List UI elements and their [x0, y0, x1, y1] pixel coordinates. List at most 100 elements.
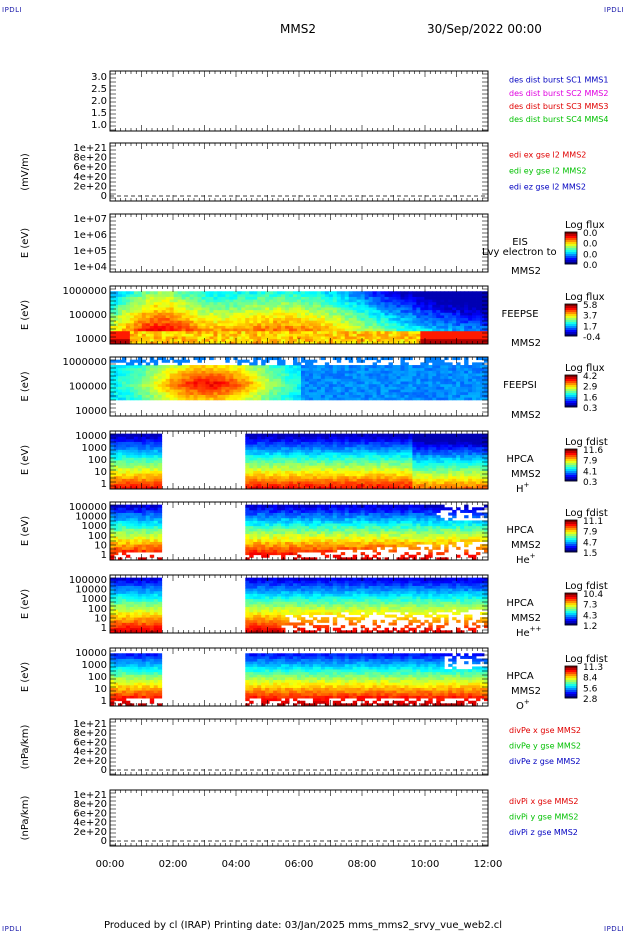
spectrogram-cell	[253, 475, 258, 479]
spectrogram-cell	[153, 449, 159, 453]
spectrogram-cell	[121, 462, 127, 466]
spectrogram-cell	[269, 386, 274, 390]
spectrogram-cell	[201, 322, 206, 326]
spectrogram-cell	[157, 452, 163, 456]
spectrogram-cell	[452, 291, 457, 295]
spectrogram-cell	[396, 386, 401, 390]
spectrogram-cell	[400, 336, 405, 340]
spectrogram-cell	[456, 367, 461, 371]
spectrogram-cell	[293, 333, 298, 337]
spectrogram-cell	[257, 457, 262, 461]
spectrogram-cell	[293, 341, 298, 345]
spectrogram-cell	[277, 391, 282, 395]
spectrogram-cell	[424, 309, 429, 313]
spectrogram-cell	[117, 309, 123, 313]
spectrogram-cell	[137, 386, 143, 390]
spectrogram-cell	[404, 367, 409, 371]
spectrogram-cell	[249, 478, 254, 482]
spectrogram-cell	[277, 365, 282, 369]
spectrogram-cell	[273, 470, 278, 474]
spectrogram-cell	[336, 309, 342, 313]
spectrogram-cell	[201, 373, 206, 377]
spectrogram-cell	[121, 320, 127, 324]
spectrogram-cell	[436, 341, 441, 345]
spectrogram-cell	[380, 338, 385, 342]
spectrogram-cell	[336, 325, 342, 329]
spectrogram-cell	[137, 478, 143, 482]
spectrogram-cell	[316, 391, 322, 395]
spectrogram-cell	[360, 381, 366, 385]
spectrogram-cell	[328, 465, 334, 469]
spectrogram-cell	[257, 338, 262, 342]
colorbar-swatch	[565, 381, 577, 384]
spectrogram-cell	[293, 486, 298, 490]
spectrogram-cell	[476, 333, 481, 337]
spectrogram-cell	[344, 367, 350, 371]
spectrogram-cell	[336, 322, 342, 326]
spectrogram-cell	[304, 338, 310, 342]
spectrogram-cell	[165, 397, 171, 401]
spectrogram-cell	[468, 386, 473, 390]
spectrogram-cell	[400, 381, 405, 385]
spectrogram-cell	[277, 341, 282, 345]
spectrogram-cell	[404, 333, 409, 337]
spectrogram-cell	[476, 315, 481, 319]
spectrogram-cell	[125, 325, 131, 329]
spectrogram-cell	[213, 307, 218, 311]
spectrogram-cell	[300, 473, 306, 477]
spectrogram-cell	[273, 397, 278, 401]
spectrogram-cell	[249, 301, 254, 305]
y-axis-label: E (eV)	[20, 371, 31, 401]
spectrogram-cell	[281, 296, 286, 300]
spectrogram-cell	[117, 320, 123, 324]
spectrogram-cell	[356, 336, 362, 340]
spectrogram-cell	[348, 370, 354, 374]
spectrogram-cell	[297, 367, 302, 371]
spectrogram-cell	[269, 381, 274, 385]
spectrogram-cell	[157, 433, 163, 437]
spectrogram-cell	[110, 341, 115, 345]
spectrogram-cell	[356, 373, 362, 377]
spectrogram-cell	[141, 389, 147, 393]
spectrogram-cell	[129, 444, 135, 448]
spectrogram-cell	[452, 391, 457, 395]
spectrogram-cell	[456, 328, 461, 332]
spectrogram-cell	[113, 381, 119, 385]
spectrogram-cell	[181, 359, 186, 363]
spectrogram-cell	[304, 473, 310, 477]
spectrogram-cell	[384, 301, 389, 305]
spectrogram-cell	[464, 320, 469, 324]
spectrogram-cell	[340, 370, 346, 374]
spectrogram-cell	[289, 301, 294, 305]
spectrogram-cell	[265, 365, 270, 369]
spectrogram-cell	[121, 293, 127, 297]
spectrogram-cell	[125, 317, 131, 321]
spectrogram-cell	[201, 291, 206, 295]
spectrogram-cell	[360, 367, 366, 371]
spectrogram-cell	[173, 367, 179, 371]
spectrogram-cell	[173, 391, 179, 395]
spectrogram-cell	[225, 375, 230, 379]
spectrogram-cell	[396, 330, 401, 334]
spectrogram-cell	[480, 341, 485, 345]
spectrogram-cell	[356, 325, 362, 329]
spectrogram-cell	[161, 367, 167, 371]
spectrogram-cell	[308, 370, 314, 374]
spectrogram-cell	[320, 481, 326, 485]
spectrogram-cell	[253, 467, 258, 471]
spectrogram-cell	[213, 328, 218, 332]
spectrogram-cell	[428, 328, 433, 332]
spectrogram-cell	[285, 441, 290, 445]
spectrogram-cell	[273, 473, 278, 477]
spectrogram-cell	[484, 336, 489, 340]
spectrogram-cell	[352, 309, 358, 313]
spectrogram-cell	[125, 444, 131, 448]
spectrogram-cell	[372, 322, 377, 326]
spectrogram-cell	[273, 301, 278, 305]
spectrogram-cell	[320, 299, 326, 303]
spectrogram-cell	[332, 315, 338, 319]
spectrogram-cell	[161, 296, 167, 300]
spectrogram-cell	[229, 309, 234, 313]
spectrogram-cell	[372, 389, 377, 393]
spectrogram-cell	[117, 370, 123, 374]
